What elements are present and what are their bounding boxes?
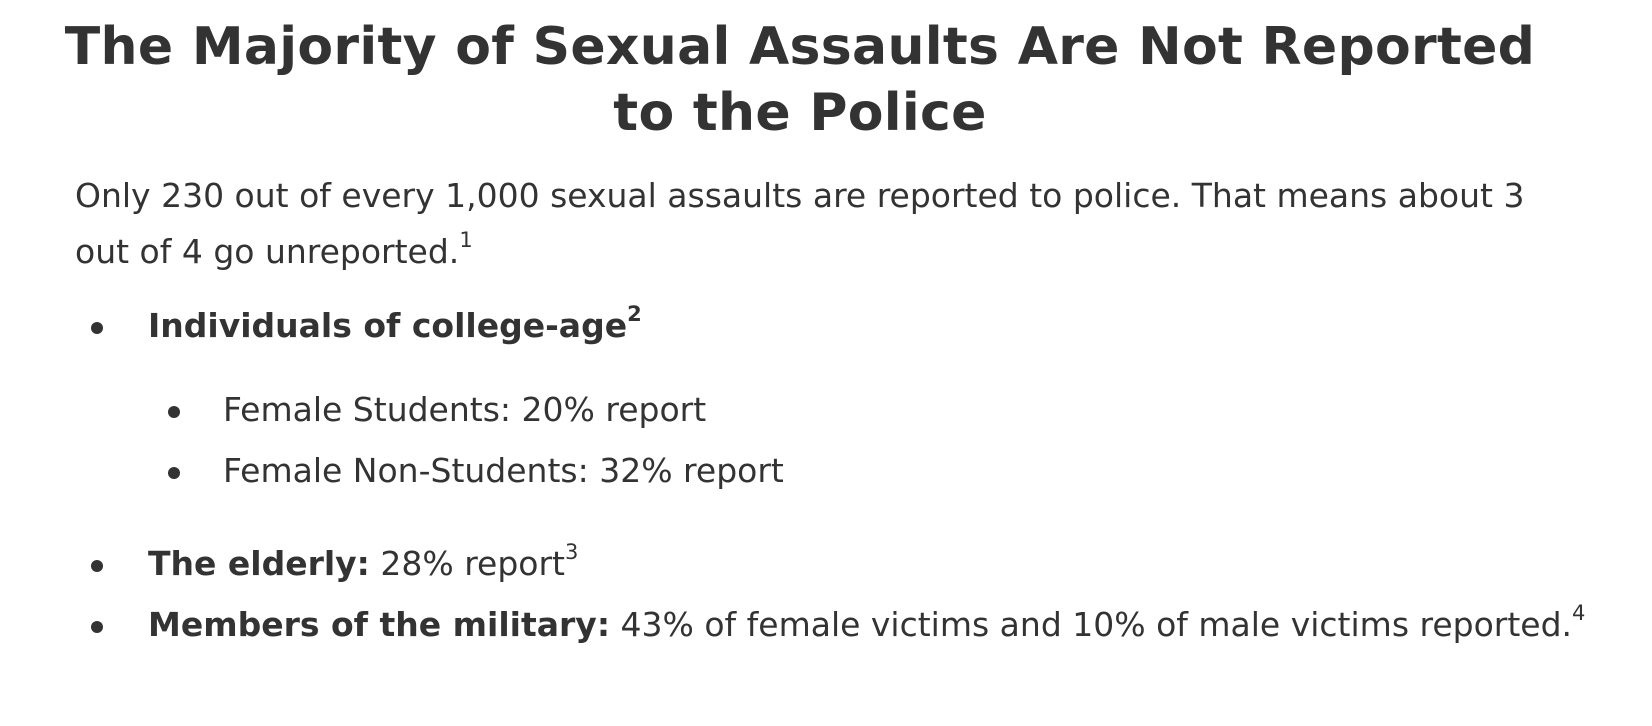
list-item-military: Members of the military: 43% of female v… [148,603,1585,647]
bullet-point [91,621,103,633]
elderly-label: The elderly: [148,544,370,583]
list-item-college-age: Individuals of college-age2 [148,304,642,348]
list-item-elderly: The elderly: 28% report3 [148,542,578,586]
list-item-female-students: Female Students: 20% report [223,388,706,432]
page-title: The Majority of Sexual Assaults Are Not … [64,17,1536,143]
footnote-ref[interactable]: 4 [1572,601,1586,625]
footnote-ref[interactable]: 1 [459,228,473,252]
military-text: 43% of female victims and 10% of male vi… [610,605,1573,644]
military-label: Members of the military: [148,605,611,644]
list-item-female-non-students: Female Non-Students: 32% report [223,449,784,493]
female-students-text: Female Students: 20% report [223,390,707,429]
bullet-point [91,560,103,572]
female-non-students-text: Female Non-Students: 32% report [223,451,784,490]
footnote-ref[interactable]: 2 [627,302,642,326]
bullet-point [168,467,180,479]
bullet-point [168,406,180,418]
college-age-label: Individuals of college-age [148,306,628,345]
intro-text: Only 230 out of every 1,000 sexual assau… [75,176,1525,271]
elderly-text: 28% report [369,544,565,583]
bullet-point [91,322,103,334]
intro-paragraph: Only 230 out of every 1,000 sexual assau… [75,168,1535,280]
footnote-ref[interactable]: 3 [565,540,579,564]
